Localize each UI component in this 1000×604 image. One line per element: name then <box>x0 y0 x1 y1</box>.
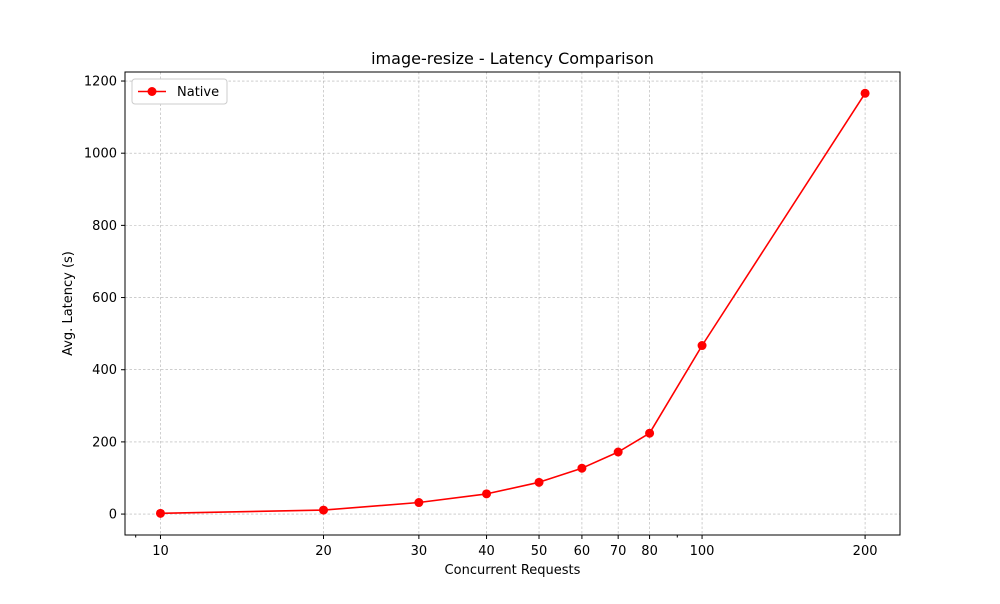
data-point-native <box>319 505 329 515</box>
y-tick-label: 800 <box>92 219 117 234</box>
data-point-native <box>697 341 707 351</box>
data-point-native <box>577 463 587 473</box>
data-point-native <box>534 477 544 487</box>
chart-title: image-resize - Latency Comparison <box>371 49 654 68</box>
y-tick-label: 600 <box>92 291 117 306</box>
y-tick-label: 1200 <box>84 75 117 90</box>
data-point-native <box>482 489 492 499</box>
legend: Native <box>131 78 228 105</box>
x-tick-label: 50 <box>531 544 548 559</box>
y-axis-label: Avg. Latency (s) <box>61 251 76 356</box>
y-tick-label: 200 <box>92 435 117 450</box>
legend-marker-swatch <box>147 87 157 96</box>
legend-label-native: Native <box>177 85 219 100</box>
x-tick-label: 80 <box>641 544 658 559</box>
plot-area-frame <box>124 71 901 536</box>
data-point-native <box>860 88 870 98</box>
x-tick-label: 40 <box>478 544 495 559</box>
y-tick-label: 400 <box>92 363 117 378</box>
y-tick-label: 0 <box>109 508 117 523</box>
x-axis-label: Concurrent Requests <box>445 563 581 578</box>
data-point-native <box>155 508 165 518</box>
legend-box <box>131 78 228 105</box>
y-tick-label: 1000 <box>84 147 117 162</box>
x-tick-label: 200 <box>853 544 878 559</box>
x-tick-label: 70 <box>610 544 627 559</box>
series-line-native <box>160 92 866 515</box>
x-tick-label: 20 <box>315 544 332 559</box>
data-point-native <box>414 498 424 508</box>
x-tick-label: 30 <box>411 544 428 559</box>
x-tick-label: 60 <box>574 544 591 559</box>
data-point-native <box>645 428 655 438</box>
x-tick-label: 10 <box>152 544 169 559</box>
x-tick-label: 100 <box>690 544 715 559</box>
data-point-native <box>613 447 623 457</box>
